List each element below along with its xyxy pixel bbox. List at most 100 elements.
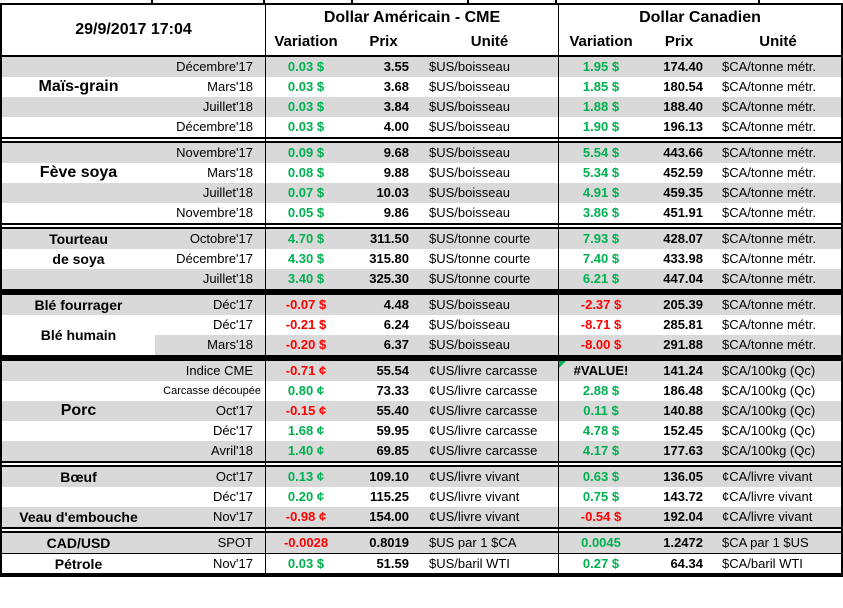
ca-unite-cell: $CA/100kg (Qc) — [715, 361, 841, 381]
category-cell: Pétrole — [2, 554, 155, 573]
top-border-ticks — [0, 0, 843, 3]
ca-unite-cell: $CA/tonne métr. — [715, 269, 841, 289]
ca-variation-cell: 5.54 $ — [558, 143, 643, 163]
category-cell — [2, 361, 155, 381]
us-prix-cell: 55.40 — [346, 401, 421, 421]
us-prix-cell: 9.68 — [346, 143, 421, 163]
table-row: Déc'17 0.20 ¢ 115.25 ¢US/livre vivant 0.75 $… — [2, 487, 841, 507]
table-row: Porc Oct'17 -0.15 ¢ 55.40 ¢US/livre carcasse… — [2, 401, 841, 421]
us-prix-cell: 3.68 — [346, 77, 421, 97]
ca-variation-cell: 0.0045 — [558, 533, 643, 553]
us-prix-cell: 55.54 — [346, 361, 421, 381]
ca-variation-cell: 3.86 $ — [558, 203, 643, 223]
us-prix-cell: 6.24 — [346, 315, 421, 335]
ca-unite-cell: $CA par 1 $US — [715, 533, 841, 553]
us-unite-cell: $US par 1 $CA — [421, 533, 558, 553]
us-variation-cell: -0.20 $ — [265, 335, 346, 355]
month-cell: Décembre'18 — [155, 117, 265, 137]
ca-prix-cell: 174.40 — [643, 57, 715, 77]
ca-unite-cell: ¢CA/livre vivant — [715, 487, 841, 507]
ca-unite-cell: $CA/tonne métr. — [715, 183, 841, 203]
us-variation-cell: 0.13 ¢ — [265, 467, 346, 487]
ca-variation-cell: -8.00 $ — [558, 335, 643, 355]
table-row: Blé humain Déc'17 -0.21 $6.24 $US/boisseau -… — [2, 315, 841, 343]
month-cell: Oct'17 — [155, 401, 265, 421]
table-row: de soya Décembre'17 4.30 $315.80 $US/tonne … — [2, 249, 841, 269]
ca-unite-cell: $CA/tonne métr. — [715, 203, 841, 223]
us-prix-cell: 109.10 — [346, 467, 421, 487]
group-separator — [2, 137, 841, 143]
category-label: Blé humain — [40, 327, 117, 343]
us-variation-cell: 1.40 ¢ — [265, 441, 346, 461]
ca-prix-cell: 177.63 — [643, 441, 715, 461]
month-cell: Novembre'17 — [155, 143, 265, 163]
ca-variation-cell: #VALUE! — [558, 361, 643, 381]
us-variation-cell: 0.03 $ — [265, 57, 346, 77]
month-cell: Nov'17 — [155, 554, 265, 573]
us-unite-cell: $US/boisseau — [421, 203, 558, 223]
table-row: Avril'18 1.40 ¢ 69.85 ¢US/livre carcasse 4.1… — [2, 441, 841, 461]
table-row: Bœuf Oct'17 0.13 ¢ 109.10 ¢US/livre vivant 0.… — [2, 467, 841, 487]
us-variation-cell: 0.03 $ — [265, 77, 346, 97]
ca-unite-cell: $CA/tonne métr. — [715, 163, 841, 183]
us-variation-cell: 1.68 ¢ — [265, 421, 346, 441]
ca-prix-cell: 180.54 — [643, 77, 715, 97]
us-unite-cell: $US/boisseau — [421, 295, 558, 315]
us-prix-cell: 51.59 — [346, 554, 421, 573]
month-cell: Indice CME — [155, 361, 265, 381]
category-cell: Maïs-grain — [2, 77, 155, 97]
ca-variation-cell: -8.71 $ — [558, 315, 643, 335]
ca-prix-cell: 205.39 — [643, 295, 715, 315]
us-variation-column-header: Variation — [274, 33, 338, 50]
commodity-group: CAD/USD SPOT -0.0028 0.8019 $US par 1 $CA 0.0… — [2, 533, 841, 573]
month-cell: Nov'17 — [155, 507, 265, 527]
commodity-group: Novembre'17 0.09 $9.68 $US/boisseau 5.54 $4… — [2, 143, 841, 223]
us-variation-cell: 0.09 $ — [265, 143, 346, 163]
table-row: Décembre'18 0.03 $4.00 $US/boisseau 1.90 $1… — [2, 117, 841, 137]
category-cell — [2, 269, 155, 289]
group-separator — [2, 461, 841, 467]
commodity-group: Décembre'17 0.03 $3.55 $US/boisseau 1.95 $1… — [2, 57, 841, 137]
us-unite-cell: ¢US/livre carcasse — [421, 361, 558, 381]
us-dollar-section-header: Dollar Américain - CME Variation Prix Un… — [265, 5, 558, 55]
ca-unite-cell: $CA/100kg (Qc) — [715, 401, 841, 421]
timestamp: 29/9/2017 17:04 — [75, 21, 192, 38]
category-cell — [2, 487, 155, 507]
us-variation-cell: -0.21 $ — [265, 315, 346, 335]
table-row: Déc'17 1.68 ¢ 59.95 ¢US/livre carcasse 4.78 … — [2, 421, 841, 441]
group-separator — [2, 527, 841, 533]
ca-prix-cell: 291.88 — [643, 335, 715, 355]
us-unite-column-header: Unité — [470, 33, 509, 50]
us-prix-cell: 10.03 — [346, 183, 421, 203]
ca-variation-cell: 6.21 $ — [558, 269, 643, 289]
table-row: Tourteau Octobre'17 4.70 $311.50 $US/tonne … — [2, 229, 841, 249]
us-unite-cell: $US/tonne courte — [421, 229, 558, 249]
ca-prix-cell: 64.34 — [643, 554, 715, 573]
ca-unite-cell: $CA/tonne métr. — [715, 117, 841, 137]
group-separator — [2, 355, 841, 361]
us-prix-cell: 9.88 — [346, 163, 421, 183]
us-unite-cell: $US/boisseau — [421, 77, 558, 97]
ca-prix-cell: 1.2472 — [643, 533, 715, 553]
month-cell: SPOT — [155, 533, 265, 553]
month-cell: Décembre'17 — [155, 57, 265, 77]
ca-variation-cell: 4.91 $ — [558, 183, 643, 203]
category-cell — [2, 381, 155, 401]
month-cell: Carcasse découpée — [155, 381, 265, 401]
category-cell: Veau d'embouche — [2, 507, 155, 527]
us-variation-cell: 4.70 $ — [265, 229, 346, 249]
us-prix-cell: 59.95 — [346, 421, 421, 441]
us-prix-cell: 315.80 — [346, 249, 421, 269]
group-separator — [2, 223, 841, 229]
table-row: Juillet'18 0.07 $10.03 $US/boisseau 4.91 $4… — [2, 183, 841, 203]
us-prix-cell: 6.37 — [346, 335, 421, 355]
category-cell — [2, 57, 155, 77]
month-cell: Juillet'18 — [155, 97, 265, 117]
us-unite-cell: $US/boisseau — [421, 163, 558, 183]
month-cell: Déc'17 — [155, 487, 265, 507]
us-variation-cell: 0.80 ¢ — [265, 381, 346, 401]
month-cell: Décembre'17 — [155, 249, 265, 269]
us-prix-cell: 3.84 — [346, 97, 421, 117]
commodity-group: Blé fourrager Déc'17 -0.07 $4.48 $US/boisse… — [2, 295, 841, 355]
